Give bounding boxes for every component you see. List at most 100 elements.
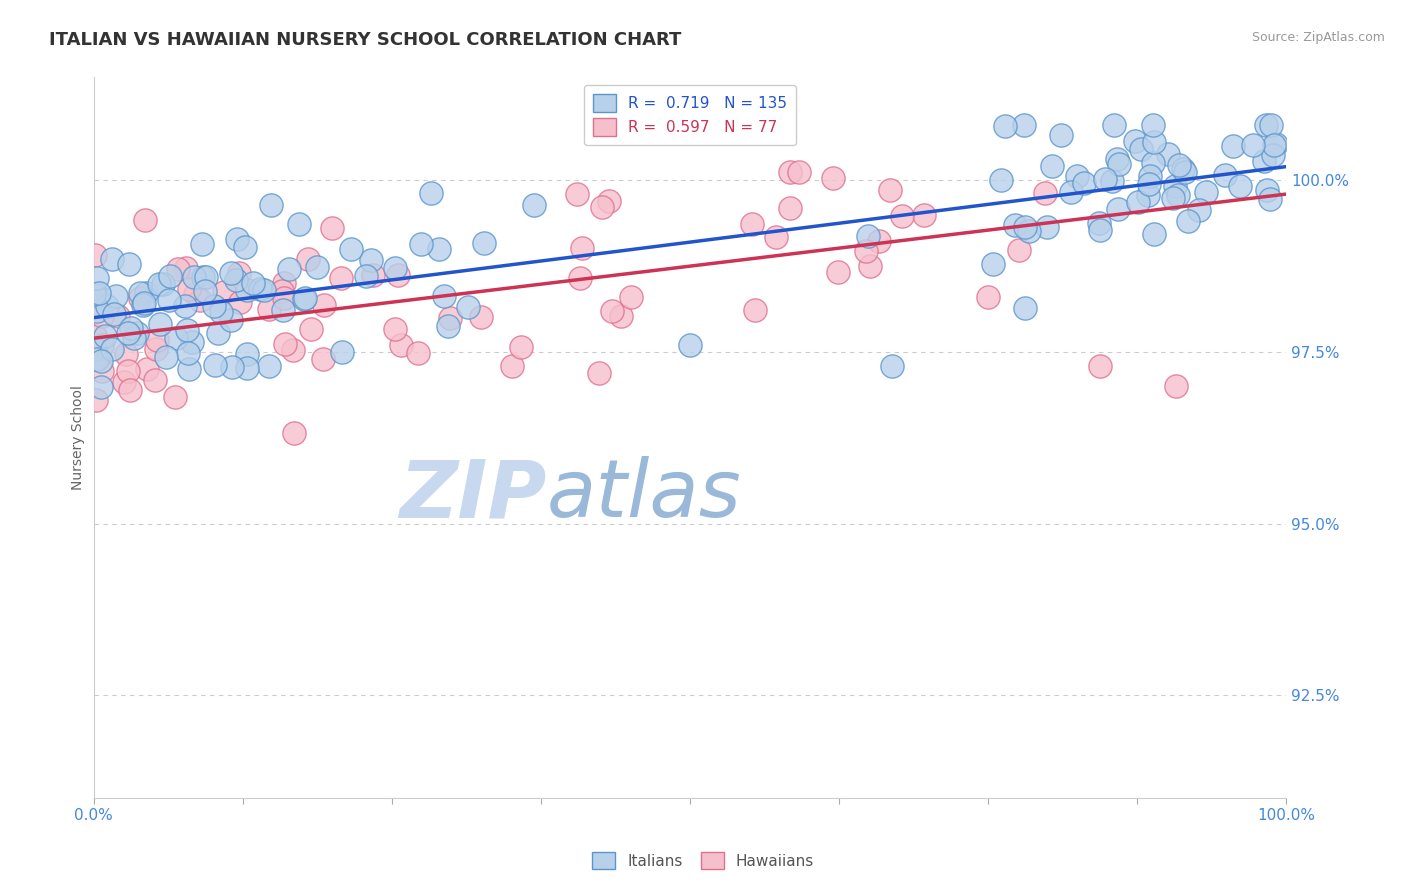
Point [312,298,335,312]
Point [977,290,1000,304]
Point [389,338,412,352]
Point [1194,186,1216,200]
Point [588,366,610,380]
Point [127,326,149,340]
Point [1105,152,1128,166]
Point [1188,202,1211,217]
Point [1014,301,1036,315]
Point [361,268,384,282]
Point [1177,213,1199,227]
Point [90,380,112,394]
Point [292,292,315,306]
Point [384,261,406,276]
Point [1018,223,1040,237]
Point [257,301,280,316]
Point [1167,158,1189,172]
Point [229,294,252,309]
Point [406,346,429,360]
Point [225,232,247,246]
Point [419,186,441,201]
Point [297,252,319,266]
Point [184,287,207,301]
Point [235,361,257,376]
Point [1090,223,1112,237]
Point [1229,179,1251,194]
Point [1166,379,1188,393]
Point [90,364,112,378]
Point [194,270,217,285]
Point [360,253,382,268]
Point [209,304,232,318]
Point [91,337,114,351]
Point [149,317,172,331]
Point [283,343,305,357]
Point [1088,359,1111,373]
Point [1256,183,1278,197]
Point [1157,147,1180,161]
Point [1050,128,1073,143]
Point [1161,191,1184,205]
Point [274,337,297,351]
Point [132,296,155,310]
Point [330,345,353,359]
Point [1107,202,1129,217]
Point [1137,188,1160,202]
Point [571,241,593,255]
Point [321,221,343,235]
Point [84,329,107,343]
Legend: R =  0.719   N = 135, R =  0.597   N = 77: R = 0.719 N = 135, R = 0.597 N = 77 [583,85,796,145]
Text: Source: ZipAtlas.com: Source: ZipAtlas.com [1251,31,1385,45]
Legend: Italians, Hawaiians: Italians, Hawaiians [586,846,820,875]
Point [1143,227,1166,241]
Point [787,165,810,179]
Point [1137,177,1160,191]
Point [457,300,479,314]
Point [83,287,105,301]
Point [679,338,702,352]
Point [299,321,322,335]
Text: atlas: atlas [547,457,741,534]
Point [510,340,533,354]
Point [307,260,329,274]
Point [212,285,235,300]
Point [868,235,890,249]
Point [233,240,256,254]
Point [84,342,107,356]
Point [177,345,200,359]
Point [1265,137,1288,152]
Point [411,237,433,252]
Point [273,276,295,290]
Point [994,119,1017,133]
Point [271,302,294,317]
Point [1260,119,1282,133]
Point [1102,119,1125,133]
Point [271,284,294,298]
Point [1164,179,1187,194]
Point [152,277,174,291]
Point [1171,162,1194,177]
Point [1129,142,1152,156]
Point [288,217,311,231]
Point [94,329,117,343]
Y-axis label: Nursery School: Nursery School [72,385,86,491]
Point [191,269,214,284]
Point [1215,168,1237,182]
Point [104,289,127,303]
Point [228,266,250,280]
Point [283,425,305,440]
Point [472,236,495,251]
Point [166,262,188,277]
Point [225,273,247,287]
Point [180,334,202,349]
Point [1014,220,1036,235]
Point [91,310,114,324]
Point [890,209,912,223]
Point [96,299,118,313]
Point [823,170,845,185]
Point [204,358,226,372]
Point [163,390,186,404]
Point [87,285,110,300]
Point [83,248,105,262]
Point [433,289,456,303]
Point [779,201,801,215]
